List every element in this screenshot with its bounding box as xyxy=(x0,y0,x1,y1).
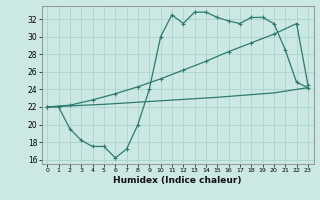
X-axis label: Humidex (Indice chaleur): Humidex (Indice chaleur) xyxy=(113,176,242,185)
